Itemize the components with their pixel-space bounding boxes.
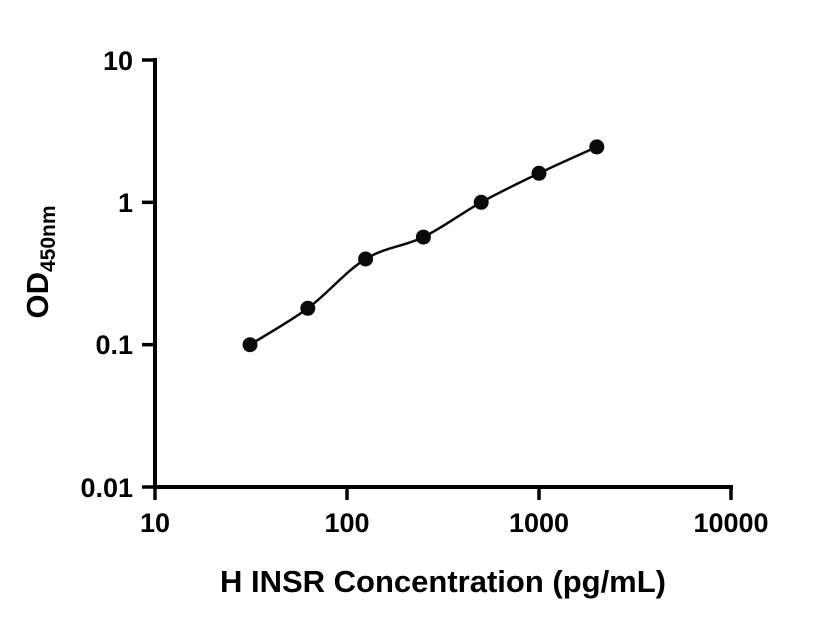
data-point-4: [473, 194, 489, 210]
data-point-3: [415, 229, 431, 245]
y-tick-label-0-01: 0.01: [80, 473, 133, 503]
y-axis-title: OD450nm: [20, 205, 60, 318]
x-tick-label-1000: 1000: [509, 508, 569, 538]
y-axis-title-main: OD: [20, 272, 55, 319]
y-tick-label-0-1: 0.1: [95, 330, 133, 360]
x-axis-title: H INSR Concentration (pg/mL): [220, 564, 666, 599]
plot-layer: [142, 58, 733, 500]
data-point-6: [589, 139, 605, 155]
data-point-5: [531, 165, 547, 181]
x-tick-label-100: 100: [324, 508, 369, 538]
data-point-1: [300, 300, 316, 316]
y-axis-title-sub: 450nm: [37, 205, 60, 272]
y-tick-label-10: 10: [103, 46, 133, 76]
data-point-2: [358, 251, 374, 267]
y-tick-label-1: 1: [118, 188, 133, 218]
data-point-0: [242, 337, 258, 353]
x-tick-label-10: 10: [140, 508, 170, 538]
x-tick-label-10000: 10000: [693, 508, 768, 538]
